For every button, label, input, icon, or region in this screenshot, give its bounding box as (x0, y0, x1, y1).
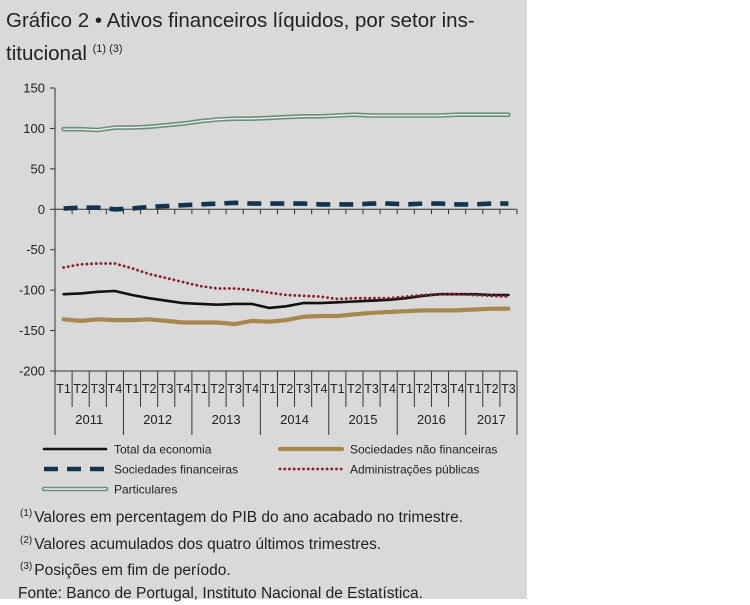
footnote-3: (3)Posições em fim de período. (20, 556, 463, 583)
x-tick-label: T4 (244, 382, 259, 396)
x-tick-label: T3 (433, 382, 448, 396)
series-line-sf (64, 203, 509, 210)
x-tick-label: T4 (313, 382, 328, 396)
x-tick-label: T2 (484, 382, 499, 396)
x-tick-label: T2 (347, 382, 362, 396)
footnotes: (1)Valores em percentagem do PIB do ano … (20, 503, 463, 605)
x-tick-label: T3 (159, 382, 174, 396)
series-line-total (64, 291, 509, 308)
x-tick-label: T3 (296, 382, 311, 396)
footnote-2: (2)Valores acumulados dos quatro últimos… (20, 530, 463, 557)
x-tick-label: T2 (210, 382, 225, 396)
x-tick-label: T3 (501, 382, 516, 396)
footnote-2-text: Valores acumulados dos quatro últimos tr… (34, 536, 381, 553)
x-tick-label: T1 (262, 382, 277, 396)
legend-label-part: Particulares (114, 483, 177, 497)
year-label: 2015 (349, 412, 378, 427)
year-label: 2012 (143, 412, 172, 427)
x-tick-label: T1 (467, 382, 482, 396)
year-label: 2014 (280, 412, 309, 427)
y-tick-label: -150 (19, 323, 45, 338)
x-tick-label: T3 (90, 382, 105, 396)
legend-label-total: Total da economia (114, 443, 212, 457)
footnote-1-text: Valores em percentagem do PIB do ano aca… (34, 509, 463, 526)
x-tick-label: T4 (108, 382, 123, 396)
x-tick-label: T2 (142, 382, 157, 396)
footnote-3-text: Posições em fim de período. (34, 562, 230, 579)
x-tick-label: T3 (364, 382, 379, 396)
y-tick-label: 50 (31, 161, 45, 176)
x-tick-label: T3 (227, 382, 242, 396)
y-tick-label: -50 (26, 242, 45, 257)
y-tick-label: -200 (19, 364, 45, 379)
x-tick-label: T1 (398, 382, 413, 396)
footnote-2-mark: (2) (20, 535, 32, 546)
x-tick-label: T4 (176, 382, 191, 396)
year-label: 2016 (417, 412, 446, 427)
x-tick-label: T1 (193, 382, 208, 396)
y-tick-label: 0 (38, 202, 45, 217)
x-tick-label: T4 (450, 382, 465, 396)
x-tick-label: T4 (381, 382, 396, 396)
series-line-snf (64, 309, 509, 324)
source-note: Fonte: Banco de Portugal, Instituto Naci… (18, 583, 463, 605)
y-tick-label: 100 (23, 121, 45, 136)
legend-label-ap: Administrações públicas (350, 463, 479, 477)
legend-label-snf: Sociedades não financeiras (350, 443, 497, 457)
x-tick-label: T2 (279, 382, 294, 396)
year-label: 2011 (75, 412, 103, 427)
y-tick-label: 150 (23, 81, 45, 96)
x-tick-label: T2 (73, 382, 88, 396)
year-label: 2013 (212, 412, 241, 427)
y-tick-label: -100 (19, 283, 45, 298)
footnote-1-mark: (1) (20, 508, 32, 519)
footnote-1: (1)Valores em percentagem do PIB do ano … (20, 503, 463, 530)
footnote-3-mark: (3) (20, 561, 32, 572)
x-tick-label: T1 (330, 382, 345, 396)
legend-label-sf: Sociedades financeiras (114, 463, 238, 477)
year-label: 2017 (477, 412, 506, 427)
x-tick-label: T1 (125, 382, 140, 396)
x-tick-label: T1 (56, 382, 71, 396)
x-tick-label: T2 (416, 382, 431, 396)
